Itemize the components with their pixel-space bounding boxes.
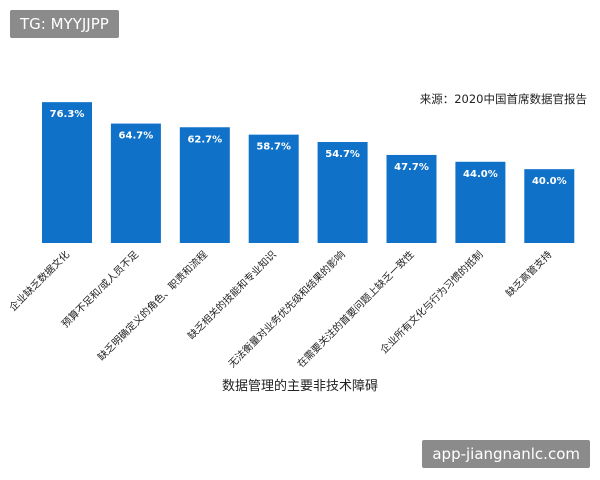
category-label-1: 企业缺乏数据文化 xyxy=(6,248,72,314)
watermark-top-left: TG: MYYJJPP xyxy=(10,10,119,38)
value-label-4: 58.7% xyxy=(256,142,291,153)
bar-5 xyxy=(317,142,368,243)
category-label-3: 缺乏明确定义的角色、职责和流程 xyxy=(95,248,210,363)
bar-6 xyxy=(386,154,437,243)
category-label-8: 缺乏高管支持 xyxy=(503,248,555,300)
value-label-2: 64.7% xyxy=(119,131,154,142)
bar-3 xyxy=(179,127,230,243)
value-label-3: 62.7% xyxy=(187,134,222,145)
value-label-1: 76.3% xyxy=(50,109,85,120)
bar-4 xyxy=(248,134,299,243)
bar-chart: 76.3% 64.7% 62.7% 58.7% 54.7% 47.7% 44.0% 40.0%… xyxy=(6,92,587,394)
bar-8 xyxy=(524,169,575,243)
value-label-7: 44.0% xyxy=(463,169,498,180)
value-label-8: 40.0% xyxy=(532,176,567,187)
watermark-bottom-right: app-jiangnanlc.com xyxy=(422,440,590,468)
value-label-5: 54.7% xyxy=(325,149,360,160)
category-labels-group: 企业缺乏数据文化预算不足和/或人员不足缺乏明确定义的角色、职责和流程缺乏相关的技… xyxy=(6,248,554,370)
value-label-6: 47.7% xyxy=(394,162,429,173)
bar-7 xyxy=(455,161,506,243)
category-label-2: 预算不足和/或人员不足 xyxy=(59,248,141,330)
bars-group xyxy=(42,102,575,243)
bar-1 xyxy=(42,102,92,243)
x-axis-title: 数据管理的主要非技术障碍 xyxy=(222,378,378,394)
category-label-6: 在需要关注的首要问题上缺乏一致性 xyxy=(294,248,416,370)
chart-source-note: 来源：2020中国首席数据官报告 xyxy=(420,92,587,106)
category-label-5: 无法衡量对业务优先级和结果的影响 xyxy=(225,248,347,370)
bar-2 xyxy=(110,123,161,243)
value-labels-group: 76.3% 64.7% 62.7% 58.7% 54.7% 47.7% 44.0% 40.0% xyxy=(50,109,567,187)
